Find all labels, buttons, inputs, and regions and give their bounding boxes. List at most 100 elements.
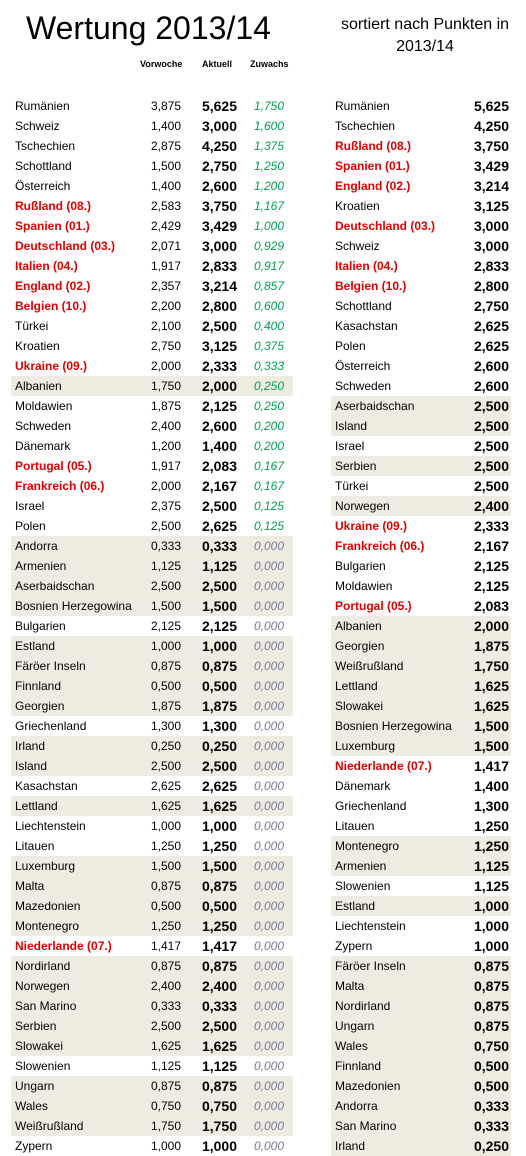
points-zuwachs: 0,000 (253, 859, 284, 873)
points-zuwachs: 0,000 (253, 879, 284, 893)
points-vorwoche: 1,500 (150, 159, 181, 173)
points-aktuell: 0,875 (473, 958, 509, 974)
points-zuwachs: 0,125 (253, 499, 284, 513)
country-name: Andorra (335, 1099, 378, 1113)
table-row: Aserbaidschan 2,500 2,500 0,000 (11, 576, 293, 596)
country-name: Deutschland (03.) (335, 219, 436, 233)
table-row: Andorra 0,333 (331, 1096, 511, 1116)
points-aktuell: 1,750 (201, 1118, 237, 1134)
points-vorwoche: 1,250 (150, 919, 181, 933)
points-aktuell: 1,250 (201, 918, 237, 934)
country-name: Norwegen (15, 979, 70, 993)
points-aktuell: 2,500 (201, 498, 237, 514)
table-row: Polen 2,625 (331, 336, 511, 356)
points-aktuell: 2,400 (201, 978, 237, 994)
points-aktuell: 1,125 (473, 858, 509, 874)
points-zuwachs: 1,250 (253, 159, 284, 173)
country-name: Dänemark (15, 439, 71, 453)
points-zuwachs: 1,600 (253, 119, 284, 133)
table-row: Schweiz 3,000 (331, 236, 511, 256)
country-name: Schweden (15, 419, 72, 433)
table-row: Kroatien 3,125 (331, 196, 511, 216)
points-zuwachs: 0,000 (253, 939, 284, 953)
points-vorwoche: 2,500 (150, 1019, 181, 1033)
points-zuwachs: 0,000 (253, 719, 284, 733)
points-aktuell: 1,000 (201, 1138, 237, 1154)
points-zuwachs: 0,000 (253, 979, 284, 993)
points-aktuell: 1,500 (201, 598, 237, 614)
table-row: Tschechien 4,250 (331, 116, 511, 136)
points-aktuell: 2,750 (201, 158, 237, 174)
country-name: Kasachstan (335, 319, 398, 333)
points-vorwoche: 2,750 (150, 339, 181, 353)
country-name: Zypern (335, 939, 373, 953)
country-name: Frankreich (06.) (15, 479, 105, 493)
points-aktuell: 1,000 (201, 818, 237, 834)
country-name: Österreich (335, 359, 391, 373)
country-name: Weißrußland (15, 1119, 84, 1133)
points-aktuell: 1,625 (473, 698, 509, 714)
points-aktuell: 3,000 (473, 218, 509, 234)
points-aktuell: 1,750 (473, 658, 509, 674)
country-name: Bosnien Herzegowina (15, 599, 132, 613)
table-row: Spanien (01.) 2,429 3,429 1,000 (11, 216, 293, 236)
points-zuwachs: 0,000 (253, 619, 284, 633)
table-row: Weißrußland 1,750 1,750 0,000 (11, 1116, 293, 1136)
points-aktuell: 0,875 (473, 998, 509, 1014)
points-vorwoche: 2,000 (150, 479, 181, 493)
table-row: Niederlande (07.) 1,417 (331, 756, 511, 776)
table-row: Griechenland 1,300 1,300 0,000 (11, 716, 293, 736)
country-name: Griechenland (335, 799, 407, 813)
table-row: Kasachstan 2,625 2,625 0,000 (11, 776, 293, 796)
table-row: Frankreich (06.) 2,167 (331, 536, 511, 556)
points-vorwoche: 1,875 (150, 399, 181, 413)
table-row: Estland 1,000 1,000 0,000 (11, 636, 293, 656)
table-row: Schottland 1,500 2,750 1,250 (11, 156, 293, 176)
country-name: Färöer Inseln (15, 659, 86, 673)
country-name: Bulgarien (335, 559, 386, 573)
country-name: Litauen (15, 839, 55, 853)
country-name: Spanien (01.) (15, 219, 90, 233)
table-row: England (02.) 3,214 (331, 176, 511, 196)
points-aktuell: 0,250 (201, 738, 237, 754)
points-zuwachs: 0,929 (253, 239, 284, 253)
points-zuwachs: 0,000 (253, 899, 284, 913)
points-aktuell: 0,333 (201, 538, 237, 554)
table-row: Bulgarien 2,125 (331, 556, 511, 576)
points-vorwoche: 1,250 (150, 839, 181, 853)
points-aktuell: 2,500 (473, 478, 509, 494)
table-row: Serbien 2,500 2,500 0,000 (11, 1016, 293, 1036)
table-row: Dänemark 1,400 (331, 776, 511, 796)
table-row: Nordirland 0,875 0,875 0,000 (11, 956, 293, 976)
points-aktuell: 3,750 (201, 198, 237, 214)
country-name: Tschechien (15, 139, 76, 153)
points-zuwachs: 0,000 (253, 639, 284, 653)
table-row: Mazedonien 0,500 0,500 0,000 (11, 896, 293, 916)
points-aktuell: 2,167 (473, 538, 509, 554)
points-aktuell: 3,000 (473, 238, 509, 254)
points-aktuell: 1,625 (201, 1038, 237, 1054)
points-zuwachs: 0,200 (253, 419, 284, 433)
points-vorwoche: 2,400 (150, 979, 181, 993)
table-row: Israel 2,500 (331, 436, 511, 456)
points-vorwoche: 2,375 (150, 499, 181, 513)
table-row: San Marino 0,333 0,333 0,000 (11, 996, 293, 1016)
country-name: Nordirland (15, 959, 71, 973)
country-name: Malta (335, 979, 365, 993)
points-aktuell: 2,400 (473, 498, 509, 514)
table-row: Island 2,500 2,500 0,000 (11, 756, 293, 776)
table-row: Litauen 1,250 1,250 0,000 (11, 836, 293, 856)
points-aktuell: 2,500 (473, 458, 509, 474)
points-aktuell: 1,875 (201, 698, 237, 714)
table-row: Schweden 2,600 (331, 376, 511, 396)
column-header-vorwoche: Vorwoche (140, 59, 183, 69)
table-row: Georgien 1,875 (331, 636, 511, 656)
country-name: Serbien (15, 1019, 57, 1033)
points-aktuell: 2,600 (201, 418, 237, 434)
country-name: Ukraine (09.) (15, 359, 88, 373)
points-vorwoche: 1,000 (150, 639, 181, 653)
points-aktuell: 2,600 (473, 358, 509, 374)
country-name: Weißrußland (335, 659, 404, 673)
table-row: Portugal (05.) 1,917 2,083 0,167 (11, 456, 293, 476)
points-aktuell: 2,000 (201, 378, 237, 394)
